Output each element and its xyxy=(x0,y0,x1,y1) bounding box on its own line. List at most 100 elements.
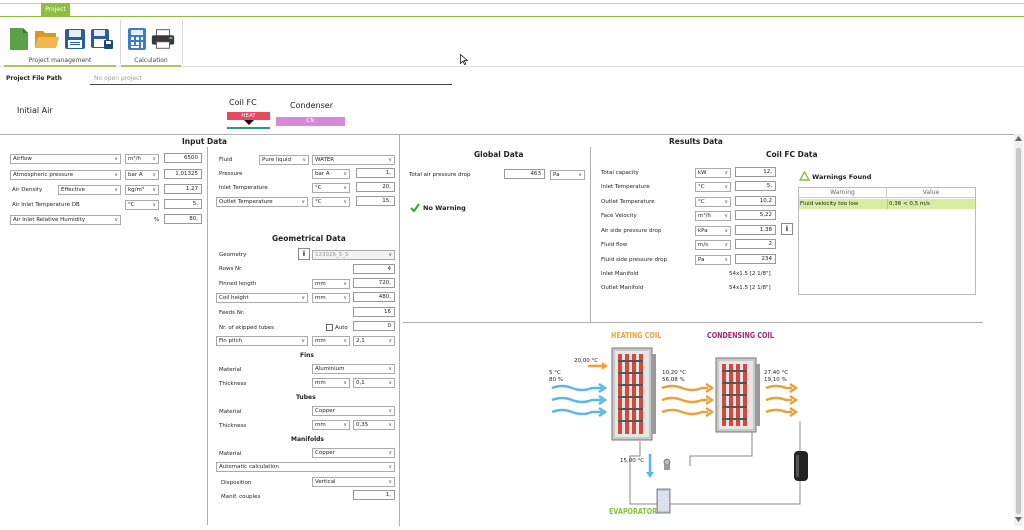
fins-thickness-select[interactable]: 0,1 xyxy=(353,378,395,388)
automatic-calculation-select[interactable]: Automatic calculation xyxy=(216,462,395,472)
result-unit-select[interactable]: m³/h xyxy=(695,211,731,221)
finned-length-label: Finned length xyxy=(219,281,257,287)
result-unit-select[interactable]: Pa xyxy=(695,255,731,265)
result-unit-select[interactable]: °C xyxy=(695,197,731,207)
auto-checkbox-label: Auto xyxy=(335,325,348,331)
ribbon-group-separator xyxy=(182,20,183,64)
group-underline xyxy=(121,65,181,67)
fluid-name-select[interactable]: WATER xyxy=(312,155,395,165)
fluid-outlet-temp-unit-select[interactable]: °C xyxy=(312,197,350,207)
warning-triangle-icon xyxy=(798,170,811,183)
geometry-select[interactable]: 123026_5_S xyxy=(312,250,395,260)
auto-checkbox[interactable] xyxy=(326,324,333,331)
result-unit-select[interactable]: kPa xyxy=(695,226,731,236)
warning-column-header[interactable]: Warning xyxy=(799,188,887,198)
scrollbar-thumb[interactable] xyxy=(1016,148,1021,514)
total-air-pressure-drop-unit-select[interactable]: Pa xyxy=(550,170,585,180)
scroll-down-arrow-icon[interactable] xyxy=(1015,517,1022,524)
air-inlet-rh-select[interactable]: Air Inlet Relative Humidity xyxy=(10,215,121,225)
finned-length-unit-select[interactable]: mm xyxy=(312,279,350,289)
atm-pressure-input[interactable]: 1,01325 xyxy=(164,169,202,179)
pressure-input[interactable]: 1, xyxy=(356,168,395,178)
air-density-input[interactable]: 1,27 xyxy=(164,184,202,194)
geometry-label: Geometry xyxy=(219,252,247,258)
result-unit-select[interactable]: kW xyxy=(695,168,731,178)
geometry-info-button[interactable]: i xyxy=(298,248,310,260)
tubes-thickness-select[interactable]: 0,35 xyxy=(353,420,395,430)
atm-pressure-unit-select[interactable]: bar A xyxy=(125,170,159,180)
fin-pitch-unit-select[interactable]: mm xyxy=(312,336,350,346)
result-label: Inlet Temperature xyxy=(601,184,650,190)
air-density-mode-select[interactable]: Effective xyxy=(58,185,121,195)
tubes-thickness-unit-select[interactable]: mm xyxy=(312,420,350,430)
outlet-manifold-value: 54x1.5 [2 1/8"] xyxy=(729,285,771,291)
fin-pitch-value-select[interactable]: 2,1 xyxy=(353,336,395,346)
project-file-path-value: No open project xyxy=(94,75,142,82)
warnings-found-title: Warnings Found xyxy=(812,173,872,181)
air-side-info-button[interactable]: i xyxy=(781,223,793,235)
tubes-title: Tubes xyxy=(296,394,316,401)
cell-divider xyxy=(887,199,888,209)
no-warning-status: No Warning xyxy=(423,204,466,212)
coil-height-input[interactable]: 480, xyxy=(353,292,395,302)
coil-height-unit-select[interactable]: mm xyxy=(312,293,350,303)
air-inlet-temp-input[interactable]: 5, xyxy=(164,199,202,209)
air-density-unit-select[interactable]: kg/m³ xyxy=(125,185,159,195)
fins-thickness-unit-select[interactable]: mm xyxy=(312,378,350,388)
scroll-up-arrow-icon[interactable] xyxy=(1015,136,1022,143)
result-unit-select[interactable]: m/s xyxy=(695,240,731,250)
disposition-select[interactable]: Vertical xyxy=(312,477,395,487)
fin-pitch-select[interactable]: Fin pitch xyxy=(216,336,308,346)
fluid-state-select[interactable]: Pure liquid xyxy=(259,155,309,165)
result-value: 10,2 xyxy=(735,196,776,206)
selected-tab-arrow-icon xyxy=(244,120,254,127)
tab-initial-air[interactable]: Initial Air xyxy=(17,106,53,115)
condensing-coil-label: CONDENSING COIL xyxy=(707,331,774,340)
disposition-label: Disposition xyxy=(221,480,252,486)
fins-material-select[interactable]: Aluminium xyxy=(312,364,395,374)
coil-height-select[interactable]: Coil height xyxy=(216,293,308,303)
fluid-inlet-temp-input[interactable]: 20, xyxy=(356,182,395,192)
value-column-header[interactable]: Value xyxy=(887,188,975,198)
fluid-outlet-temp-input[interactable]: 15, xyxy=(356,196,395,206)
selected-tab-underline xyxy=(227,127,270,129)
air-inlet-temp-unit-select[interactable]: °C xyxy=(125,200,159,210)
tab-condenser[interactable]: Condenser xyxy=(290,101,333,110)
pressure-label: Pressure xyxy=(219,171,243,177)
mid-temp: 10,20 °C xyxy=(662,370,687,376)
air-inlet-rh-input[interactable]: 80, xyxy=(164,214,202,224)
rows-input[interactable]: 4 xyxy=(353,264,395,274)
atmospheric-pressure-select[interactable]: Atmospheric pressure xyxy=(10,170,121,180)
airflow-unit-select[interactable]: m³/h xyxy=(125,154,159,164)
fluid-inlet-temp-unit-select[interactable]: °C xyxy=(312,183,350,193)
fluid-inlet-temp-label: Inlet Temperature xyxy=(219,185,268,191)
tab-coil-fc[interactable]: Coil FC xyxy=(229,98,257,107)
save-icon[interactable] xyxy=(62,26,88,52)
finned-length-input[interactable]: 720, xyxy=(353,278,395,288)
printer-icon[interactable] xyxy=(150,26,176,52)
tubes-material-select[interactable]: Copper xyxy=(312,406,395,416)
skipped-tubes-input[interactable]: 0 xyxy=(353,321,395,331)
pressure-unit-select[interactable]: bar A xyxy=(312,169,350,179)
airflow-select[interactable]: Airflow xyxy=(10,154,121,164)
manifolds-material-select[interactable]: Copper xyxy=(312,448,395,458)
air-in-temp: 5 °C xyxy=(549,370,561,376)
result-unit-select[interactable]: °C xyxy=(695,182,731,192)
manifolds-title: Manifolds xyxy=(291,436,325,443)
global-data-title: Global Data xyxy=(474,150,524,159)
heating-coil-label: HEATING COIL xyxy=(611,331,662,340)
airflow-input[interactable]: 6500 xyxy=(164,153,202,163)
tab-project[interactable]: Project xyxy=(41,3,70,16)
evaporator-icon xyxy=(656,488,671,514)
result-label: Face Velocity xyxy=(601,213,637,219)
save-as-icon[interactable] xyxy=(89,26,115,52)
manif-couples-input[interactable]: 1, xyxy=(353,490,395,500)
fluid-outlet-temp-select[interactable]: Outlet Temperature xyxy=(216,197,308,207)
air-out-temp: 27,40 °C xyxy=(764,370,789,376)
feeds-input[interactable]: 16 xyxy=(353,307,395,317)
new-file-icon[interactable] xyxy=(6,26,32,52)
air-in-rh: 80 % xyxy=(549,377,563,383)
calculator-icon[interactable] xyxy=(124,26,150,52)
open-folder-icon[interactable] xyxy=(34,26,60,52)
heating-coil-icon xyxy=(611,347,656,441)
